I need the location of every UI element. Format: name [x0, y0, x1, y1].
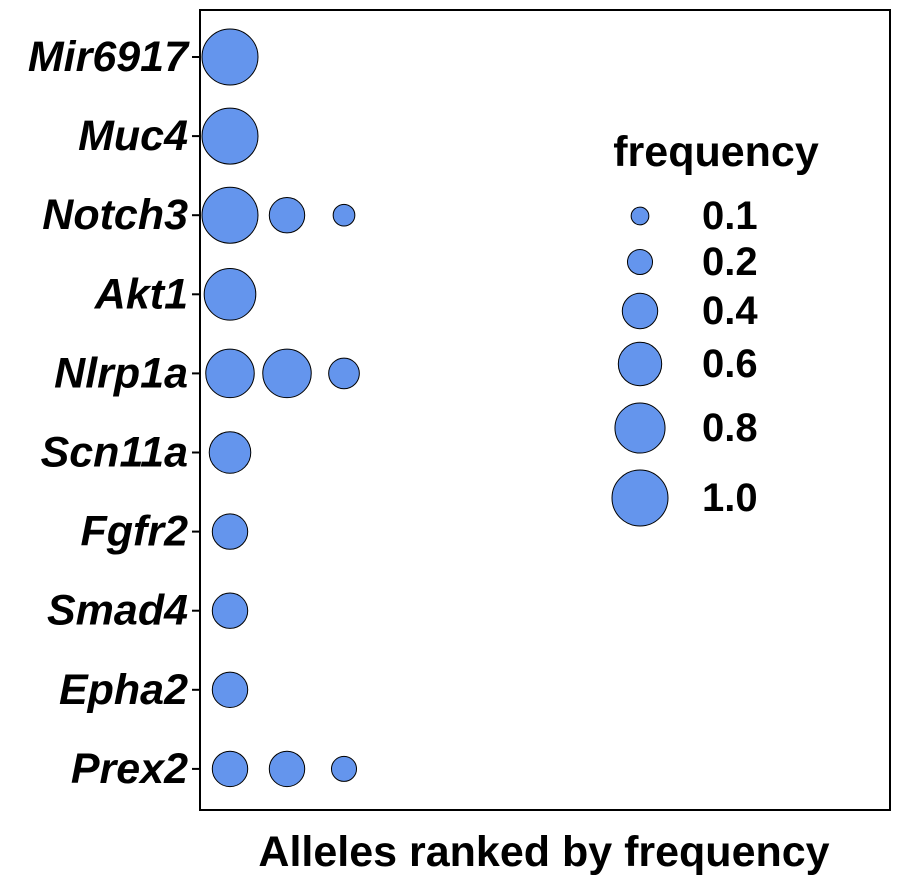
y-tick-label: Akt1: [94, 270, 188, 318]
data-point: [328, 357, 360, 390]
y-tick-label: Smad4: [47, 587, 188, 635]
y-axis: Mir6917 Muc4 Notch3 Akt1 Nlrp1a Scn11a Fgfr2 Sm…: [28, 33, 200, 793]
legend-label: 1.0: [702, 476, 758, 520]
legend-label: 0.6: [702, 342, 758, 386]
legend-key: [614, 402, 666, 454]
x-axis-title: Alleles ranked by frequency: [258, 828, 829, 876]
legend-key: [626, 248, 654, 276]
data-point: [268, 196, 306, 234]
data-point: [201, 186, 259, 244]
y-tick-label: Muc4: [78, 112, 188, 160]
data-points: [201, 28, 360, 788]
legend-label: 0.4: [702, 289, 758, 333]
legend-label: 0.2: [702, 240, 758, 284]
data-point: [211, 671, 249, 709]
data-point: [211, 750, 249, 788]
legend-key: [630, 206, 650, 226]
y-tick-label: Epha2: [59, 666, 188, 714]
data-point: [268, 750, 306, 788]
y-tick-label: Nlrp1a: [54, 349, 188, 397]
y-tick-label: Prex2: [71, 745, 188, 793]
plot-frame: [199, 9, 891, 811]
y-tick-label: Scn11a: [41, 429, 188, 477]
y-tick-label: Notch3: [42, 191, 188, 239]
data-point: [201, 28, 259, 86]
legend-key: [611, 469, 669, 527]
data-point: [211, 513, 249, 550]
data-point: [262, 348, 312, 399]
legend-title: frequency: [613, 128, 819, 176]
data-point: [201, 107, 259, 165]
data-point: [332, 203, 356, 227]
data-point: [205, 348, 255, 399]
legend-key: [617, 341, 663, 387]
legend-label: 0.1: [702, 194, 758, 238]
legend: frequency 0.10.2 0.4 0.6 0.8 1.0: [611, 128, 819, 527]
data-point: [203, 267, 257, 321]
data-point: [330, 755, 358, 782]
legend-key: [621, 292, 659, 330]
y-tick-label: Fgfr2: [81, 508, 189, 556]
data-point: [208, 431, 252, 474]
y-tick-label: Mir6917: [28, 33, 190, 81]
legend-label: 0.8: [702, 406, 758, 450]
data-point: [211, 592, 249, 629]
